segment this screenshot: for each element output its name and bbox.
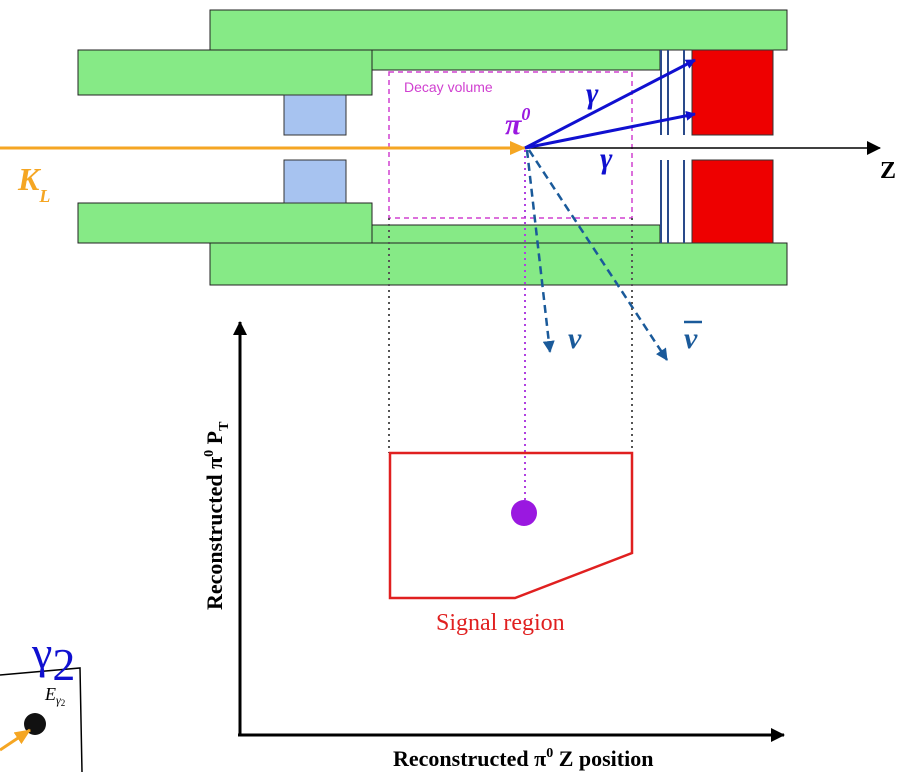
inset: γ2 Eγ2 <box>0 627 82 772</box>
nubar-label: ν <box>684 322 698 355</box>
z-label: Z <box>880 158 896 184</box>
kl-sub: L <box>38 186 50 206</box>
inset-energy-symbol: E <box>44 684 56 704</box>
diagram: Decay volume Z KL π0 γ γ ν ν Reconstruct… <box>0 0 904 772</box>
projection-lines <box>389 150 632 510</box>
signal-region <box>390 453 632 598</box>
y-axis-rest: P <box>202 431 227 450</box>
y-axis-label: Reconstructed π0 PT <box>202 421 232 610</box>
y-axis-main: Reconstructed π <box>202 457 227 610</box>
kl-label: KL <box>17 161 50 206</box>
x-axis-rest: Z position <box>553 746 653 771</box>
inset-gamma-symbol: γ <box>31 627 52 678</box>
pi0-sup: 0 <box>521 104 530 124</box>
gamma-upper: γ <box>586 77 599 110</box>
pi0-label: π0 <box>505 104 530 141</box>
x-axis-label: Reconstructed π0 Z position <box>393 746 653 771</box>
gamma-lower: γ <box>600 142 613 175</box>
page: {"diagram": { "decay_volume": "Decay vol… <box>0 0 904 772</box>
inset-gamma-sub: 2 <box>52 639 75 690</box>
calorimeter <box>692 50 773 243</box>
y-axis-sub: T <box>217 421 232 431</box>
decay-volume-label: Decay volume <box>404 79 493 95</box>
inset-gamma: γ2 <box>31 627 75 690</box>
event-point <box>511 500 537 526</box>
inset-energy-subsub: 2 <box>61 698 66 708</box>
kl-symbol: K <box>17 161 42 197</box>
signal-region-label: Signal region <box>436 610 565 636</box>
veto-planes <box>661 50 684 243</box>
y-axis-sup: 0 <box>202 450 217 457</box>
x-axis-main: Reconstructed π <box>393 746 546 771</box>
gamma-arrows <box>525 60 695 148</box>
pi0-symbol: π <box>505 108 522 141</box>
nu-label: ν <box>568 322 582 355</box>
x-axis-sup: 0 <box>546 746 553 761</box>
